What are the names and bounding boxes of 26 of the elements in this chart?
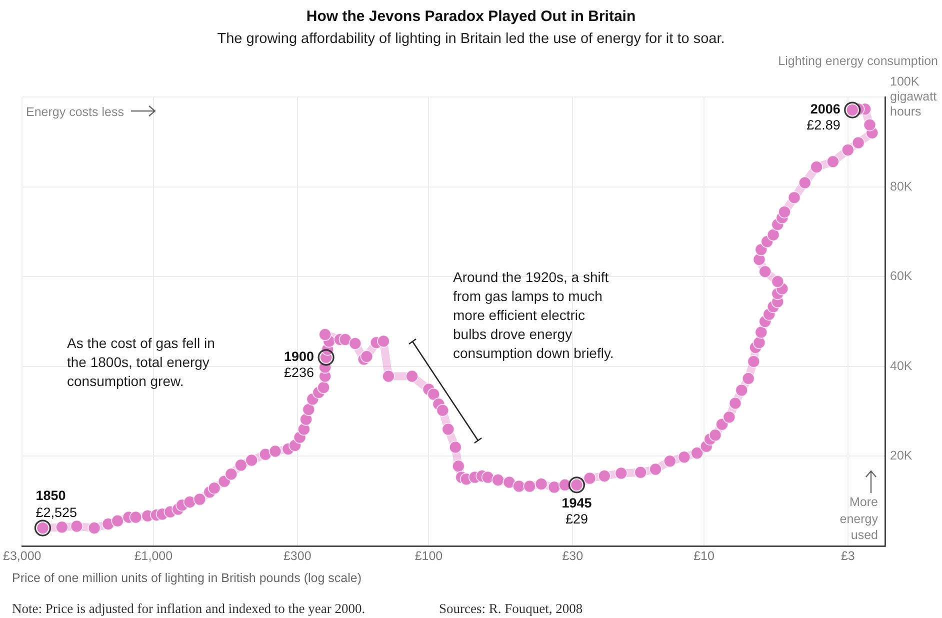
annotation: 1900 £236 xyxy=(284,349,314,380)
y-tick-label: 40K xyxy=(890,358,913,373)
annotation: Around the 1920s, a shift from gas lamps to much more efficient electric bulbs drove energy consumption down briefly. xyxy=(453,268,615,363)
x-tick-label: £10 xyxy=(694,548,714,563)
x-tick-label: £30 xyxy=(562,548,584,563)
x-tick-label: £100 xyxy=(414,548,443,563)
x-tick-label: £1,000 xyxy=(134,548,173,563)
annotation: Energy costs less xyxy=(26,104,124,121)
y-tick-label: 100K gigawatt hours xyxy=(890,74,938,118)
source-note: Sources: R. Fouquet, 2008 xyxy=(439,601,583,617)
chart-subtitle: The growing affordability of lighting in Britain led the use of energy for it to soar. xyxy=(216,31,726,47)
text: Note: Price is adjusted for inflation and indexed to the year 2000. xyxy=(12,601,366,617)
x-axis-title: Price of one million units of lighting in British pounds (log scale) xyxy=(12,571,362,585)
annotation: 2006 £2.89 xyxy=(806,102,841,133)
annotation: 1850 £2,525 xyxy=(36,488,78,520)
x-tick-label: £3 xyxy=(840,548,855,563)
y-axis-title: Lighting energy consumption xyxy=(778,54,938,68)
x-tick-label: £300 xyxy=(283,548,312,563)
y-tick-label: 60K xyxy=(890,269,913,284)
annotation: As the cost of gas fell in the 1800s, total energy consumption grew. xyxy=(67,334,216,391)
x-tick-label: £3,000 xyxy=(3,548,42,563)
annotation: More energy used xyxy=(838,494,878,544)
y-tick-label: 20K xyxy=(890,448,913,463)
y-tick-label: 80K xyxy=(890,179,913,194)
chart-title: How the Jevons Paradox Played Out in Britain xyxy=(305,8,637,25)
annotation: 1945 £29 xyxy=(562,496,592,527)
